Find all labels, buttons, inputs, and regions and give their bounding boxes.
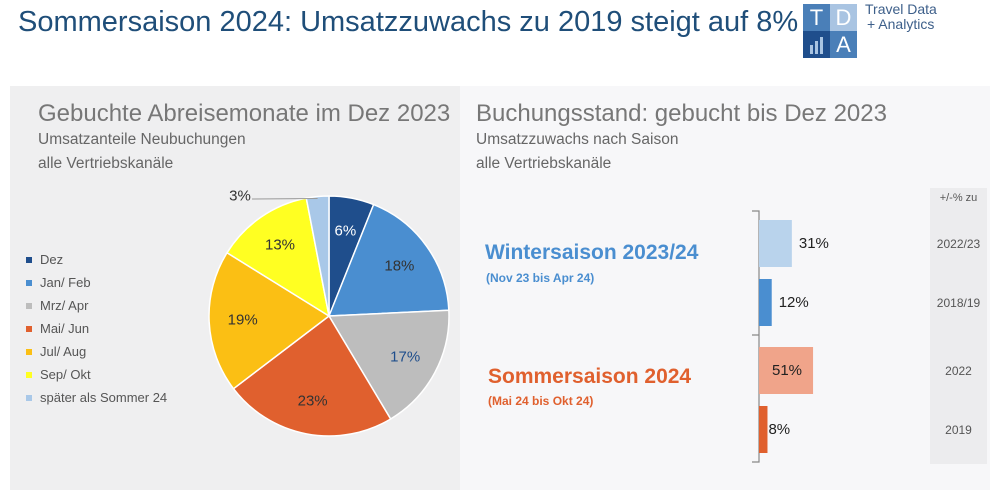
legend-swatch xyxy=(26,279,32,286)
bar-value-label: 31% xyxy=(798,235,829,252)
pie-slice xyxy=(232,314,392,437)
legend-label: Mrz/ Apr xyxy=(40,298,89,313)
legend-item: Mrz/ Apr xyxy=(26,294,167,317)
pie-data-label: 6% xyxy=(334,222,357,240)
bar-value-label: 8% xyxy=(768,421,791,438)
logo: T D A xyxy=(803,4,857,58)
legend-swatch xyxy=(26,302,32,309)
legend-item: Jul/ Aug xyxy=(26,340,167,363)
pie-data-label: 18% xyxy=(384,257,415,275)
bar-value-label: 51% xyxy=(772,362,803,379)
pie-legend: Dez Jan/ Feb Mrz/ Apr Mai/ Jun Jul/ Aug Sep/ … xyxy=(26,248,167,409)
summer-season-period: (Mai 24 bis Okt 24) xyxy=(488,394,594,408)
bar xyxy=(759,406,768,453)
bar-value-label: 12% xyxy=(778,294,809,311)
bar xyxy=(759,279,772,326)
bar-chart-icon xyxy=(803,31,830,58)
comparison-year: 2022/23 xyxy=(936,237,981,251)
legend-swatch xyxy=(26,394,32,401)
legend-label: später als Sommer 24 xyxy=(40,390,168,405)
summer-season-label: Sommersaison 2024 xyxy=(488,365,692,388)
legend-item: Dez xyxy=(26,248,167,271)
legend-swatch xyxy=(26,348,32,355)
bar-subtitle: Umsatzzuwachs nach Saison xyxy=(476,131,679,148)
comparison-year: 2022 xyxy=(945,364,972,378)
pie-data-label: 3% xyxy=(229,187,251,205)
legend-swatch xyxy=(26,325,32,332)
legend-item: später als Sommer 24 xyxy=(26,386,167,409)
pie-slice xyxy=(226,197,331,318)
legend-item: Jan/ Feb xyxy=(26,271,167,294)
legend-label: Jul/ Aug xyxy=(40,344,87,359)
comparison-column xyxy=(930,188,987,464)
pie-data-label: 19% xyxy=(227,311,258,329)
legend-label: Dez xyxy=(40,252,64,267)
legend-label: Mai/ Jun xyxy=(40,321,90,336)
bar-title: Buchungsstand: gebucht bis Dez 2023 xyxy=(476,100,887,127)
bar xyxy=(759,347,814,394)
legend-label: Sep/ Okt xyxy=(40,367,91,382)
legend-item: Mai/ Jun xyxy=(26,317,167,340)
bar xyxy=(759,220,792,267)
bar-subtitle-2: alle Vertriebskanäle xyxy=(476,155,612,172)
page-title: Sommersaison 2024: Umsatzzuwachs zu 2019… xyxy=(18,6,799,38)
pie-slice xyxy=(327,309,450,420)
pie-data-label: 13% xyxy=(264,236,296,254)
pie-slice xyxy=(208,251,331,390)
comparison-year: 2019 xyxy=(945,423,972,437)
pie-subtitle: Umsatzanteile Neubuchungen xyxy=(38,131,246,148)
bar-panel xyxy=(460,86,990,490)
legend-swatch xyxy=(26,371,32,378)
legend-item: Sep/ Okt xyxy=(26,363,167,386)
pie-data-label: 17% xyxy=(390,348,421,366)
logo-text: Travel Data + Analytics xyxy=(865,1,937,32)
winter-season-label: Wintersaison 2023/24 xyxy=(485,241,699,264)
pie-title: Gebuchte Abreisemonate im Dez 2023 xyxy=(38,100,451,127)
pie-data-label: 23% xyxy=(297,392,328,410)
comparison-year: 2018/19 xyxy=(936,296,981,310)
bracket xyxy=(752,210,760,463)
pie-slice xyxy=(327,203,450,317)
winter-season-period: (Nov 23 bis Apr 24) xyxy=(486,271,595,285)
legend-swatch xyxy=(26,256,32,263)
legend-label: Jan/ Feb xyxy=(40,275,91,290)
column-header: +/-% zu xyxy=(939,192,978,204)
pie-subtitle-2: alle Vertriebskanäle xyxy=(38,155,174,172)
